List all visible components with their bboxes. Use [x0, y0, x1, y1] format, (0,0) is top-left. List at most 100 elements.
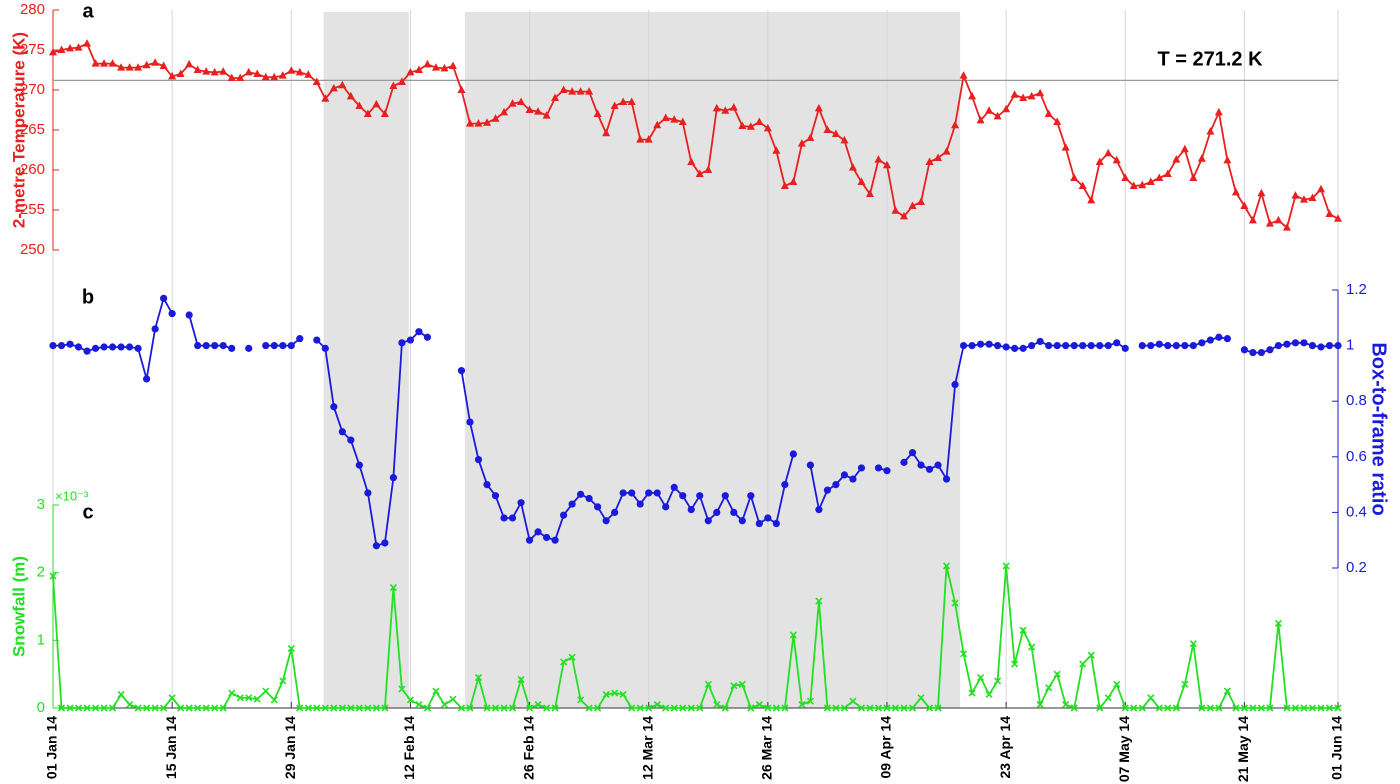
marker: [874, 155, 883, 163]
marker: [457, 85, 466, 93]
marker: [185, 59, 194, 68]
x-tick-label: 21 May 14: [1235, 716, 1251, 782]
marker: [942, 562, 951, 570]
marker: [363, 109, 372, 117]
marker: [755, 117, 764, 125]
marker: [355, 101, 364, 109]
marker: [1044, 109, 1053, 117]
marker: [1214, 107, 1223, 116]
marker: [934, 153, 943, 161]
marker: [1138, 704, 1146, 712]
marker: [866, 704, 874, 712]
marker: [253, 695, 261, 703]
marker: [789, 177, 798, 185]
marker: [662, 704, 670, 712]
marker: [670, 115, 679, 123]
marker: [543, 704, 551, 712]
marker: [951, 120, 960, 129]
marker: [1334, 342, 1342, 350]
marker: [193, 65, 202, 73]
marker: [1206, 704, 1214, 712]
marker: [1198, 339, 1206, 347]
marker: [313, 704, 321, 712]
x-tick-label: 29 Jan 14: [282, 716, 298, 779]
marker: [704, 680, 712, 688]
marker: [900, 704, 908, 712]
marker: [1334, 704, 1342, 712]
marker: [406, 696, 414, 704]
marker: [415, 328, 423, 336]
marker: [176, 69, 185, 77]
marker: [1070, 173, 1079, 181]
marker: [1189, 640, 1197, 648]
marker: [245, 344, 253, 352]
marker: [551, 93, 560, 101]
marker: [1223, 155, 1232, 164]
marker: [304, 704, 312, 712]
marker: [670, 483, 678, 491]
marker: [840, 704, 848, 712]
marker: [806, 461, 814, 469]
marker: [304, 70, 313, 78]
marker: [1164, 704, 1172, 712]
marker: [525, 105, 534, 113]
marker: [355, 461, 363, 469]
marker: [959, 342, 968, 350]
marker: [551, 704, 559, 712]
marker: [1112, 155, 1121, 164]
marker: [321, 344, 329, 352]
marker: [738, 121, 747, 129]
marker: [49, 342, 57, 350]
marker: [278, 71, 287, 79]
marker: [1308, 193, 1317, 201]
marker: [1028, 342, 1036, 350]
marker: [628, 704, 636, 712]
marker: [508, 704, 517, 712]
marker: [1172, 342, 1180, 350]
marker: [508, 99, 517, 107]
marker: [713, 508, 721, 516]
marker: [1002, 104, 1011, 113]
marker: [576, 87, 585, 95]
marker: [465, 119, 474, 127]
marker: [126, 701, 134, 709]
marker: [679, 492, 687, 500]
marker: [474, 673, 483, 682]
marker: [670, 704, 678, 712]
marker: [83, 704, 91, 712]
marker: [491, 114, 500, 122]
panel-label: a: [82, 0, 94, 22]
marker: [662, 503, 670, 511]
marker: [568, 653, 576, 661]
marker: [619, 97, 628, 105]
marker: [57, 704, 66, 712]
marker: [934, 461, 942, 469]
marker: [1274, 619, 1282, 627]
marker: [1138, 180, 1147, 189]
marker: [1155, 704, 1163, 712]
marker: [764, 514, 772, 522]
marker: [985, 340, 993, 348]
marker: [500, 704, 508, 712]
marker: [160, 704, 168, 712]
marker: [849, 697, 857, 705]
marker: [194, 342, 202, 350]
marker: [330, 704, 338, 712]
marker: [1095, 157, 1104, 165]
marker: [168, 71, 177, 80]
marker: [865, 189, 874, 197]
marker: [168, 694, 176, 702]
marker: [611, 508, 619, 516]
marker: [994, 677, 1002, 685]
marker: [1138, 342, 1146, 350]
x-tick-label: 01 Jan 14: [44, 716, 60, 779]
exponent-label: ×10⁻³: [55, 488, 89, 503]
marker: [644, 135, 653, 143]
marker: [1096, 342, 1104, 350]
marker: [1146, 177, 1155, 185]
marker: [1062, 701, 1070, 709]
marker: [381, 539, 389, 547]
marker: [628, 489, 636, 497]
marker: [397, 77, 406, 85]
